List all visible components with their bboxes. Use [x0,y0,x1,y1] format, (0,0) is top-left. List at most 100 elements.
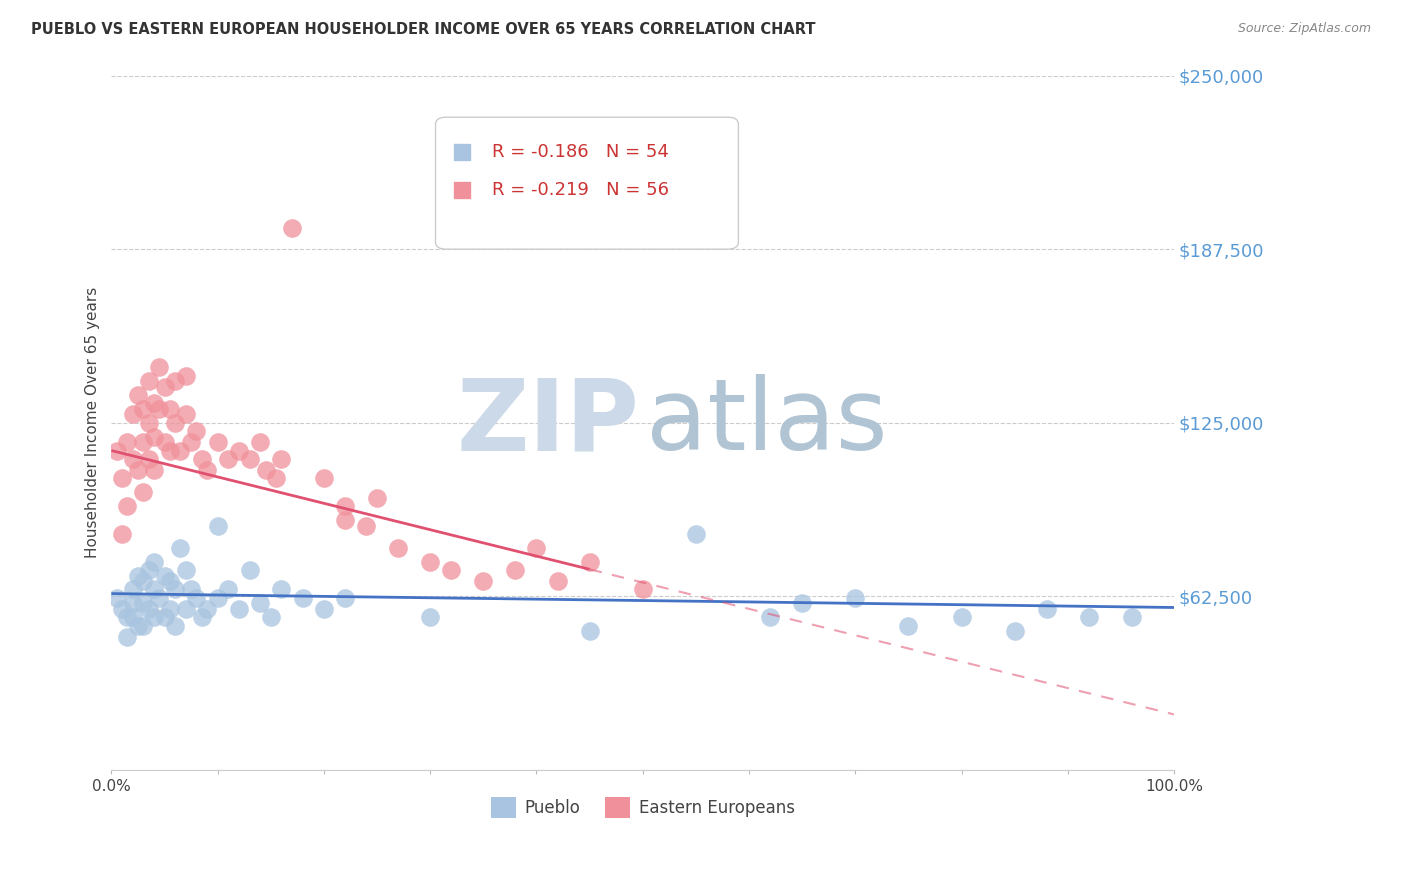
Y-axis label: Householder Income Over 65 years: Householder Income Over 65 years [86,287,100,558]
Point [238,563,260,577]
Point [121,596,143,610]
Point [138,374,160,388]
FancyBboxPatch shape [436,117,738,249]
Point [897,618,920,632]
Point [159,443,181,458]
Text: ZIP: ZIP [457,375,640,471]
Point [148,591,170,605]
Point [685,527,707,541]
Point [228,602,250,616]
Point [105,591,128,605]
Point [260,610,283,624]
Point [121,408,143,422]
Point [111,471,134,485]
Point [440,563,463,577]
Text: R = -0.219   N = 56: R = -0.219 N = 56 [492,181,669,199]
Point [387,541,409,555]
Point [153,610,176,624]
Point [148,401,170,416]
Point [165,374,187,388]
Point [117,610,139,624]
Point [174,602,197,616]
Point [335,591,357,605]
Point [111,602,134,616]
Point [950,610,973,624]
Point [121,451,143,466]
Point [1004,624,1026,639]
Point [207,591,229,605]
Point [142,396,165,410]
Point [254,463,277,477]
Point [792,596,814,610]
Point [264,471,287,485]
Point [238,451,260,466]
Point [132,574,155,588]
Point [180,435,202,450]
Point [159,574,181,588]
Point [127,618,149,632]
Point [121,582,143,597]
Point [117,630,139,644]
Point [169,443,191,458]
Point [270,582,292,597]
Point [195,602,218,616]
Point [174,408,197,422]
Point [111,527,134,541]
Point [1035,602,1057,616]
Point [138,416,160,430]
Point [312,602,335,616]
Point [165,582,187,597]
Point [142,610,165,624]
Point [127,463,149,477]
Point [105,443,128,458]
Point [174,563,197,577]
Point [335,499,357,513]
Point [631,582,654,597]
Point [217,451,239,466]
Point [142,463,165,477]
Text: Source: ZipAtlas.com: Source: ZipAtlas.com [1237,22,1371,36]
Point [132,596,155,610]
Point [207,518,229,533]
Legend: Pueblo, Eastern Europeans: Pueblo, Eastern Europeans [484,790,801,824]
Point [159,401,181,416]
Point [356,518,378,533]
Point [132,401,155,416]
Text: R = -0.186   N = 54: R = -0.186 N = 54 [492,143,669,161]
Point [366,491,388,505]
Point [526,541,548,555]
Point [132,618,155,632]
Point [148,360,170,375]
Point [153,379,176,393]
Point [138,563,160,577]
Point [270,451,292,466]
Point [132,485,155,500]
Point [207,435,229,450]
Point [132,435,155,450]
Point [121,610,143,624]
Point [153,568,176,582]
Point [142,430,165,444]
Point [217,582,239,597]
Point [117,435,139,450]
Point [335,513,357,527]
Point [165,416,187,430]
Point [153,435,176,450]
Point [138,602,160,616]
Point [281,221,304,235]
Point [249,435,271,450]
Point [117,499,139,513]
Point [578,555,600,569]
Point [190,451,212,466]
Point [249,596,271,610]
Point [190,610,212,624]
Point [127,568,149,582]
Text: PUEBLO VS EASTERN EUROPEAN HOUSEHOLDER INCOME OVER 65 YEARS CORRELATION CHART: PUEBLO VS EASTERN EUROPEAN HOUSEHOLDER I… [31,22,815,37]
Point [578,624,600,639]
Point [127,388,149,402]
Point [159,602,181,616]
Point [138,451,160,466]
Point [180,582,202,597]
Point [195,463,218,477]
Point [844,591,866,605]
